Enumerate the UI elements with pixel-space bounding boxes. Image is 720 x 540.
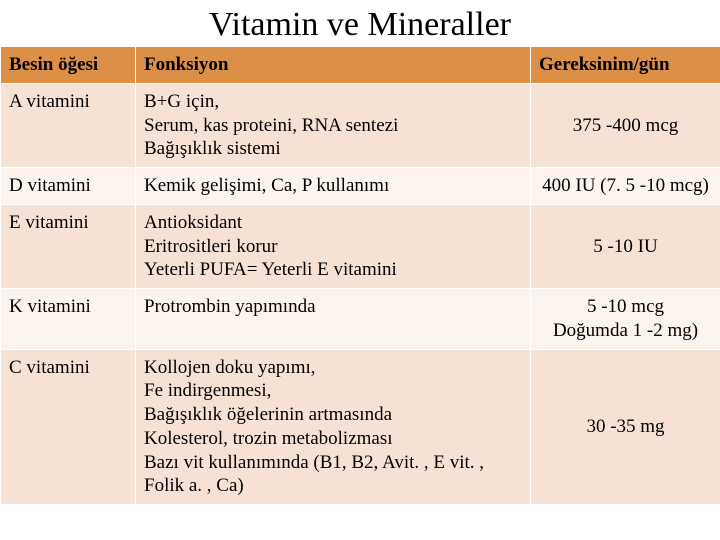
cell-requirement: 5 -10 mcg Doğumda 1 -2 mg) [531, 289, 720, 350]
col-header-requirement: Gereksinim/gün [531, 47, 720, 84]
col-header-function: Fonksiyon [136, 47, 531, 84]
vitamins-table: Besin öğesi Fonksiyon Gereksinim/gün A v… [0, 46, 720, 505]
page-title: Vitamin ve Mineraller [0, 0, 720, 46]
cell-function: Antioksidant Eritrositleri korur Yeterli… [136, 204, 531, 288]
table-row: E vitaminiAntioksidant Eritrositleri kor… [1, 204, 720, 288]
cell-requirement: 375 -400 mcg [531, 83, 720, 167]
cell-nutrient: A vitamini [1, 83, 136, 167]
cell-requirement: 30 -35 mg [531, 349, 720, 505]
cell-nutrient: E vitamini [1, 204, 136, 288]
cell-requirement: 5 -10 IU [531, 204, 720, 288]
cell-function: Kollojen doku yapımı, Fe indirgenmesi, B… [136, 349, 531, 505]
table-row: C vitaminiKollojen doku yapımı, Fe indir… [1, 349, 720, 505]
cell-nutrient: D vitamini [1, 168, 136, 205]
table-body: A vitaminiB+G için, Serum, kas proteini,… [1, 83, 720, 504]
cell-nutrient: K vitamini [1, 289, 136, 350]
cell-function: Protrombin yapımında [136, 289, 531, 350]
table-row: K vitaminiProtrombin yapımında5 -10 mcg … [1, 289, 720, 350]
cell-requirement: 400 IU (7. 5 -10 mcg) [531, 168, 720, 205]
cell-function: Kemik gelişimi, Ca, P kullanımı [136, 168, 531, 205]
table-header-row: Besin öğesi Fonksiyon Gereksinim/gün [1, 47, 720, 84]
cell-nutrient: C vitamini [1, 349, 136, 505]
table-row: A vitaminiB+G için, Serum, kas proteini,… [1, 83, 720, 167]
cell-function: B+G için, Serum, kas proteini, RNA sente… [136, 83, 531, 167]
col-header-nutrient: Besin öğesi [1, 47, 136, 84]
table-row: D vitaminiKemik gelişimi, Ca, P kullanım… [1, 168, 720, 205]
